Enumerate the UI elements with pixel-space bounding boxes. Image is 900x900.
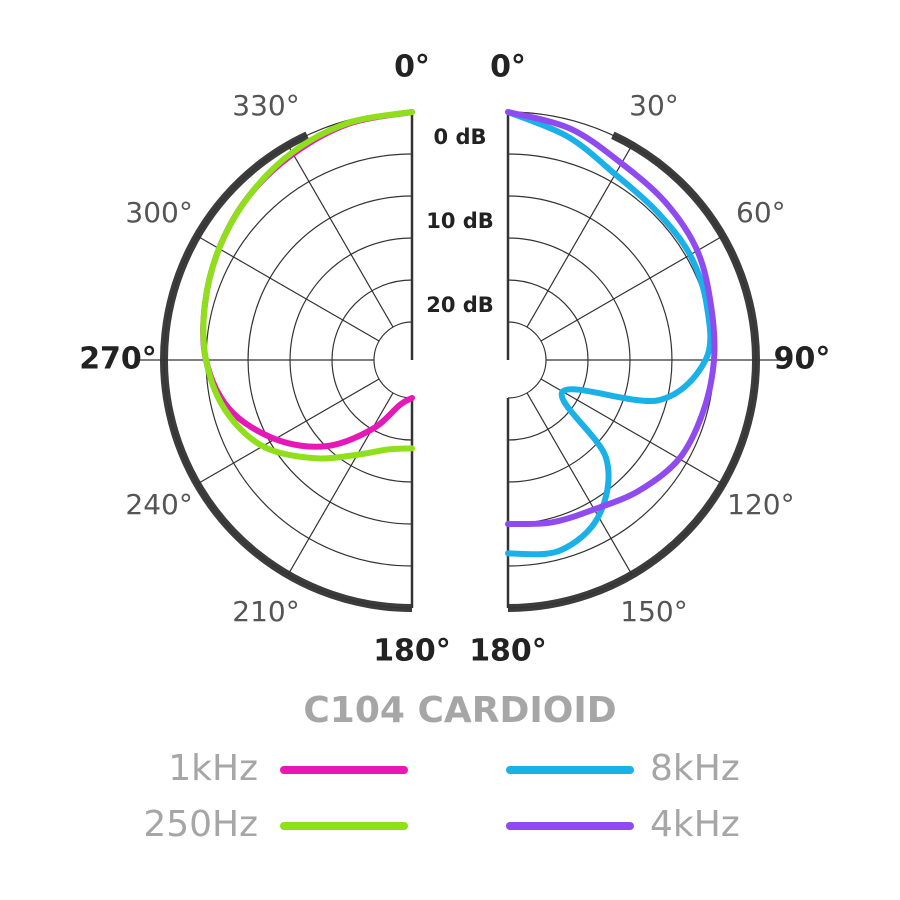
- theta-tick-label: 60°: [736, 196, 786, 229]
- legend-label: 4kHz: [650, 804, 740, 845]
- spoke: [196, 378, 380, 485]
- r-tick-label: 20 dB: [426, 293, 494, 317]
- theta-tick-label: 210°: [232, 595, 299, 628]
- legend-label: 8kHz: [650, 748, 740, 789]
- theta-tick-label: 270°: [79, 342, 157, 377]
- theta-tick-label: 180°: [373, 634, 451, 669]
- theta-tick-label: 0°: [490, 50, 526, 85]
- theta-tick-label: 120°: [727, 488, 794, 521]
- legend-label: 1kHz: [168, 748, 258, 789]
- theta-tick-label: 90°: [774, 342, 831, 377]
- r-tick-label: 0 dB: [434, 125, 487, 149]
- hole-ring: [373, 321, 413, 399]
- hole-ring: [507, 321, 547, 399]
- chart-title: C104 CARDIOID: [303, 690, 616, 731]
- spoke: [287, 144, 394, 328]
- outer-arc: [507, 131, 760, 612]
- theta-tick-label: 330°: [232, 89, 299, 122]
- theta-tick-label: 0°: [394, 50, 430, 85]
- legend-label: 250Hz: [143, 804, 258, 845]
- spoke: [287, 392, 394, 576]
- theta-tick-label: 150°: [620, 595, 687, 628]
- series-line: [505, 109, 714, 558]
- outer-arc: [160, 131, 413, 612]
- theta-tick-label: 300°: [125, 196, 192, 229]
- series-line: [200, 109, 415, 450]
- series-line: [505, 109, 718, 528]
- theta-tick-label: 30°: [629, 89, 679, 122]
- theta-tick-label: 240°: [125, 488, 192, 521]
- spoke: [540, 378, 724, 485]
- theta-tick-label: 180°: [469, 634, 547, 669]
- series-line: [200, 109, 415, 462]
- spoke: [526, 392, 633, 576]
- r-tick-label: 10 dB: [426, 209, 494, 233]
- spoke: [196, 235, 380, 342]
